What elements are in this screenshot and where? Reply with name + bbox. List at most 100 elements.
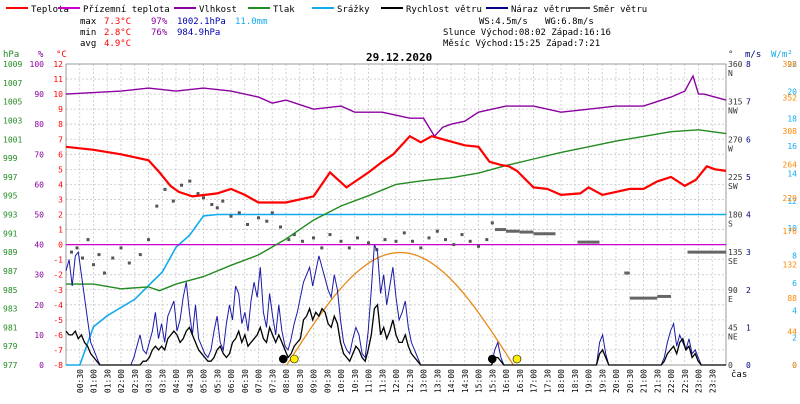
- degc-tick: 10: [53, 90, 63, 99]
- wm-tick: 12: [787, 197, 797, 206]
- pct-tick: 10: [34, 331, 44, 340]
- hpa-tick: 1005: [3, 98, 22, 107]
- wm-tick: 4: [792, 306, 797, 315]
- x-tick: 16:30: [516, 369, 525, 393]
- hpa-tick: 981: [3, 323, 18, 332]
- x-tick: 10:00: [337, 369, 346, 393]
- x-tick: 23:30: [708, 369, 717, 393]
- wind-direction-point: [339, 239, 343, 243]
- solar-tick: 220: [783, 194, 798, 203]
- solar-radiation-line: [286, 251, 514, 366]
- stat-pressure: 984.9hPa: [177, 28, 220, 38]
- x-tick: 19:30: [598, 369, 607, 393]
- x-tick: 14:00: [447, 369, 456, 393]
- x-tick: 02:30: [131, 369, 140, 393]
- pct-tick: 40: [34, 241, 44, 250]
- legend-label: Tlak: [273, 5, 295, 15]
- dir-tick: 315: [728, 98, 743, 107]
- x-tick: 06:00: [227, 369, 236, 393]
- dir-tick: 270: [728, 135, 743, 144]
- wind-direction-point: [196, 192, 200, 196]
- wind-direction-point: [70, 250, 73, 254]
- ms-axis-unit: m/s: [745, 50, 761, 60]
- wind-direction-point: [301, 239, 304, 243]
- degc-tick: 11: [53, 75, 63, 84]
- wind-direction-point: [452, 243, 456, 247]
- hpa-tick: 995: [3, 192, 18, 201]
- x-tick: 04:00: [172, 369, 181, 393]
- wind-direction-point: [270, 211, 274, 215]
- hpa-tick: 979: [3, 342, 18, 351]
- stat-label: min: [80, 28, 96, 38]
- wm-tick: 2: [792, 334, 797, 343]
- stat-label: max: [80, 17, 97, 27]
- hpa-tick: 983: [3, 305, 18, 314]
- stat-temp: 4.9°C: [104, 39, 131, 49]
- ms-tick: 6: [746, 135, 751, 144]
- wind-direction-point: [147, 238, 150, 242]
- series-layer: [65, 74, 727, 366]
- info-ws: WS:4.5m/s: [479, 17, 528, 27]
- degc-tick: 12: [53, 60, 63, 69]
- x-tick: 05:30: [213, 369, 222, 393]
- wm-tick: 0: [792, 361, 797, 370]
- solar-tick: 352: [783, 93, 798, 102]
- ms-tick: 3: [746, 248, 751, 257]
- stat-label: avg: [80, 39, 96, 49]
- dir-tick: 360: [728, 60, 743, 69]
- x-tick: 01:00: [90, 369, 99, 393]
- x-tick: 20:30: [626, 369, 635, 393]
- rain-line: [66, 213, 726, 366]
- degc-tick: 8: [58, 120, 63, 129]
- solar-tick: 88: [787, 294, 797, 303]
- wind-direction-point: [468, 239, 472, 243]
- sunset-marker: [512, 354, 522, 364]
- x-tick: 09:30: [323, 369, 332, 393]
- sunrise-marker: [289, 354, 299, 364]
- dir-tick: 90: [728, 286, 738, 295]
- x-tick: 11:00: [365, 369, 374, 393]
- x-tick: 18:00: [557, 369, 566, 393]
- pct-tick: 20: [34, 301, 44, 310]
- wind-speed-line: [65, 303, 726, 366]
- degc-tick: -7: [53, 346, 63, 355]
- x-tick: 15:30: [488, 369, 497, 393]
- wm-tick: 20: [787, 87, 797, 96]
- x-tick: 00:30: [76, 369, 85, 393]
- wind-direction-point: [411, 239, 414, 243]
- header-info: max 7.3°C 97% 1002.1hPa 11.0mm min 2.8°C 76% 984…: [80, 17, 611, 64]
- dir-compass-label: E: [728, 295, 733, 304]
- legend-label: Přízemní teplota: [83, 5, 170, 15]
- hpa-tick: 987: [3, 267, 18, 276]
- wind-direction-point: [97, 253, 101, 257]
- degc-tick: 9: [58, 105, 63, 114]
- degc-tick: -3: [53, 286, 63, 295]
- degc-axis-unit: °C: [56, 50, 67, 60]
- hpa-tick: 991: [3, 229, 18, 238]
- wind-direction-point: [427, 236, 431, 240]
- sunset-marker: [487, 354, 497, 364]
- legend-label: Srážky: [337, 5, 370, 15]
- x-tick: 16:00: [502, 369, 511, 393]
- x-tick: 03:30: [158, 369, 167, 393]
- wm-tick: 22: [787, 60, 797, 69]
- pct-tick: 90: [34, 90, 44, 99]
- x-axis-label: čas: [731, 369, 747, 380]
- ms-tick: 4: [746, 211, 751, 220]
- degc-tick: 5: [58, 165, 63, 174]
- dir-compass-label: N: [728, 69, 733, 78]
- legend-label: Směr větru: [593, 5, 647, 15]
- hpa-tick: 997: [3, 173, 18, 182]
- x-tick: 12:00: [392, 369, 401, 393]
- x-tick: 10:30: [351, 369, 360, 393]
- hpa-tick: 1007: [3, 79, 22, 88]
- wind-direction-point: [356, 236, 359, 240]
- x-tick: 02:00: [117, 369, 126, 393]
- hpa-tick: 999: [3, 154, 18, 163]
- pct-tick: 60: [34, 180, 44, 189]
- ms-tick: 0: [746, 361, 751, 370]
- ms-tick: 5: [746, 173, 751, 182]
- x-tick: 13:30: [433, 369, 442, 393]
